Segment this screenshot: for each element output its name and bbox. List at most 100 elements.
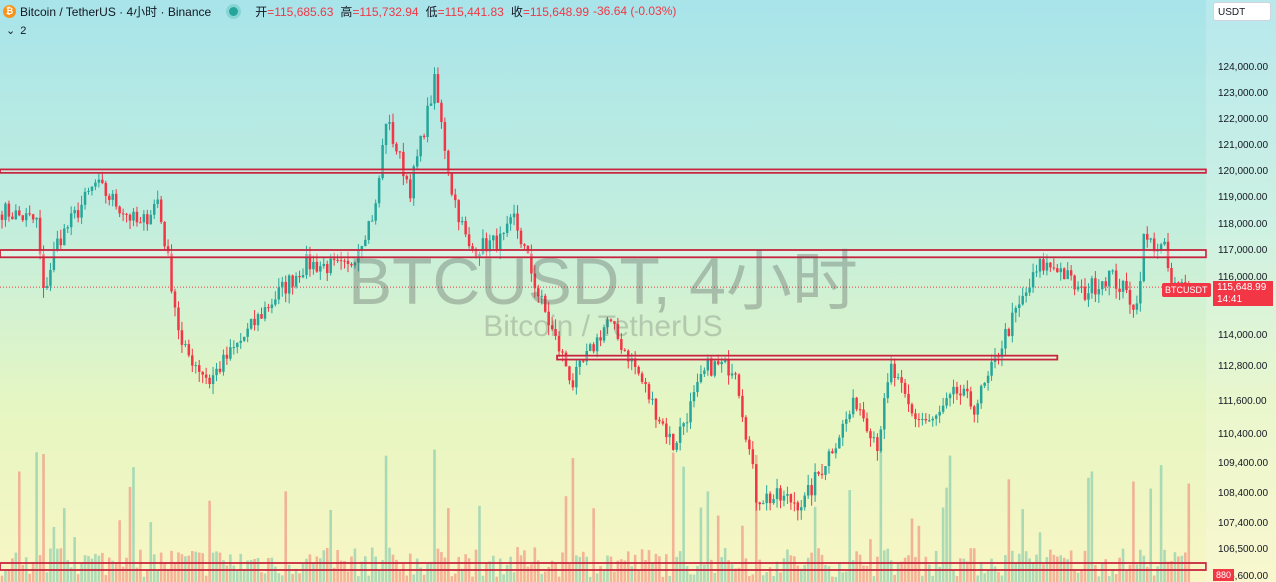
candle [1066, 262, 1069, 280]
candle [263, 301, 267, 322]
candle [550, 317, 554, 331]
volume-bar [97, 555, 101, 582]
volume-bar [734, 568, 737, 582]
volume-bar [1163, 549, 1166, 582]
candle-body [948, 394, 952, 399]
volume-bar [568, 563, 571, 582]
volume-bar [1021, 509, 1024, 582]
volume-bar [810, 552, 813, 582]
volume-bar [18, 471, 21, 582]
candle-body [49, 269, 52, 286]
volume-bar [941, 507, 945, 582]
candle [1101, 280, 1104, 296]
volume-bar [896, 562, 900, 582]
volume-bar [249, 559, 253, 582]
volume-bar [789, 555, 793, 582]
currency-select[interactable]: USDT [1213, 2, 1271, 21]
candle [516, 205, 519, 239]
candle-body [844, 419, 848, 424]
volume-bar [1059, 555, 1063, 582]
volume-bar [201, 553, 204, 582]
volume-bar [391, 554, 395, 582]
volume-bar [166, 569, 170, 582]
candle-body [471, 246, 474, 249]
candle-body [422, 135, 426, 138]
volume-bar [661, 576, 665, 582]
volume-bar [730, 564, 734, 582]
candle [415, 149, 419, 171]
volume-bar [471, 576, 474, 582]
candle-body [187, 344, 191, 356]
candle-body [1166, 241, 1170, 268]
candle [806, 474, 810, 499]
volume-bar [751, 574, 755, 582]
volume-bar [966, 561, 969, 582]
candle-body [772, 499, 775, 504]
candle-body [692, 392, 696, 402]
volume-bar [1017, 553, 1021, 582]
candle [699, 365, 703, 384]
candle [502, 232, 505, 241]
candle-body [152, 203, 156, 215]
candle-body [274, 299, 277, 305]
candle-body [426, 105, 429, 138]
candle-body [761, 503, 765, 505]
candle-body [571, 380, 575, 388]
bitcoin-icon: ₿ [3, 4, 16, 18]
volume-bar [308, 554, 312, 582]
candle-body [11, 216, 14, 220]
candle [284, 275, 287, 303]
volume-bar [844, 571, 848, 582]
candle-body [346, 260, 350, 264]
volume-bar [1180, 555, 1184, 582]
candle [391, 113, 395, 148]
candle [1083, 278, 1087, 302]
volume-bar [52, 526, 56, 582]
candle [1132, 304, 1135, 318]
volume-bar [447, 508, 450, 582]
candle [14, 204, 18, 220]
candle [381, 138, 384, 181]
candle-body [893, 363, 896, 378]
volume-bar [152, 554, 156, 582]
candle-body [533, 273, 537, 289]
volume-bar [668, 575, 672, 582]
candle [1021, 287, 1024, 306]
candle [734, 371, 737, 380]
volume-bar [869, 539, 872, 582]
volume-bar [799, 568, 803, 582]
candle [509, 214, 512, 231]
volume-bar [332, 567, 336, 582]
candle-body [360, 246, 364, 251]
volume-bar [235, 569, 239, 582]
candle [346, 251, 350, 273]
candle [128, 213, 132, 229]
candle [1104, 277, 1107, 292]
symbol-price-label: BTCUSDT [1162, 283, 1211, 297]
candle [80, 195, 83, 224]
candle [557, 331, 561, 358]
candle [896, 373, 900, 381]
candle-body [194, 365, 198, 367]
volume-bar [1011, 550, 1014, 582]
volume-bar [530, 564, 533, 582]
candle-body [305, 254, 308, 276]
volume-bar [824, 564, 827, 582]
symbol-title[interactable]: Bitcoin / TetherUS · 4小时 · Binance [20, 4, 212, 19]
volume-bar [222, 560, 225, 582]
candle [239, 333, 242, 349]
volume-bar [748, 576, 751, 582]
volume-bar [872, 576, 876, 582]
candle-body [886, 382, 890, 399]
candle [592, 342, 595, 354]
candle-body [388, 122, 391, 124]
candle [748, 436, 751, 455]
candle [377, 175, 381, 208]
candle [786, 486, 789, 504]
volume-bar [31, 561, 35, 582]
candle-body [644, 381, 647, 385]
candle [83, 187, 87, 210]
candle-body [658, 419, 661, 422]
indicator-toggle[interactable]: ⌄ 2 [6, 24, 26, 38]
